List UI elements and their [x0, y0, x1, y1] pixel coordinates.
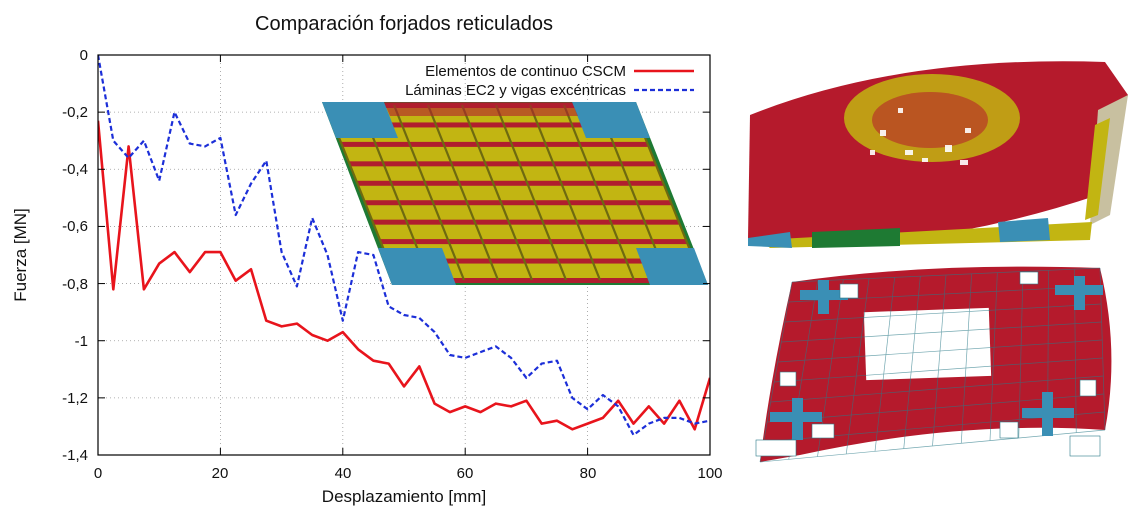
inset-rib: [426, 104, 500, 281]
inset-rib: [494, 104, 568, 281]
legend-label-ec2: Láminas EC2 y vigas excéntricas: [405, 82, 626, 99]
inset-rib: [349, 161, 656, 167]
x-tick-labels: 0 20 40 60 80 100: [94, 465, 723, 482]
mesh-line: [874, 277, 896, 452]
inset-rib: [460, 104, 534, 281]
x-tick-label: 40: [335, 465, 352, 482]
mesh-line: [903, 276, 921, 449]
x-axis-label: Desplazamiento [mm]: [322, 487, 486, 506]
y-tick-label: -0,4: [62, 161, 88, 178]
x-tick-label: 80: [580, 465, 597, 482]
inset-rib: [396, 278, 702, 283]
mesh-line: [989, 272, 998, 441]
inset-rib: [380, 239, 687, 245]
y-tick-label: -0,6: [62, 218, 88, 235]
y-tick-label: -0,8: [62, 276, 88, 293]
inset-rib: [341, 141, 648, 147]
y-tick-labels: 0 -0,2 -0,4 -0,6 -0,8 -1 -1,2 -1,4: [62, 47, 88, 464]
mesh-line: [759, 281, 793, 463]
mesh-line: [791, 267, 1101, 283]
y-tick-label: -0,2: [62, 104, 88, 121]
axis-ticks: [97, 54, 711, 456]
y-tick-label: -1,4: [62, 447, 88, 464]
mesh-line: [781, 321, 1102, 343]
x-tick-label: 100: [697, 465, 722, 482]
y-tick-label: 0: [80, 47, 88, 64]
inset-rib: [392, 104, 466, 281]
y-tick-label: -1,2: [62, 390, 88, 407]
inset-rib: [388, 258, 695, 264]
series-line-ec2: [98, 55, 710, 437]
inset-slab-model: [322, 102, 708, 285]
inset-rib: [372, 219, 679, 225]
series-line-cscm: [98, 120, 710, 431]
deformed-slab-top-image: [748, 61, 1128, 248]
mesh-line: [770, 375, 1104, 403]
plot-frame: [97, 54, 711, 456]
chart-title: Comparación forjados reticulados: [255, 13, 553, 35]
x-tick-label: 20: [212, 465, 229, 482]
inset-rib: [364, 200, 671, 206]
legend-label-cscm: Elementos de continuo CSCM: [425, 63, 626, 80]
deformed-slab-bottom-image: [755, 266, 1112, 463]
inset-rib: [562, 104, 636, 281]
x-tick-label: 0: [94, 465, 102, 482]
y-axis-label: Fuerza [MN]: [11, 208, 30, 302]
mesh-line: [774, 357, 1103, 383]
mesh-line: [784, 303, 1102, 323]
inset-rib: [528, 104, 602, 281]
inset-rib: [333, 122, 640, 128]
mesh-line: [845, 278, 870, 455]
mesh-line: [777, 339, 1103, 363]
mesh-line: [960, 273, 973, 444]
mesh-line: [1018, 271, 1024, 439]
x-tick-label: 60: [457, 465, 474, 482]
inset-rib: [357, 180, 664, 186]
y-tick-label: -1: [75, 333, 88, 350]
legend: Elementos de continuo CSCM Láminas EC2 y…: [405, 63, 694, 99]
mesh-line: [932, 274, 947, 447]
